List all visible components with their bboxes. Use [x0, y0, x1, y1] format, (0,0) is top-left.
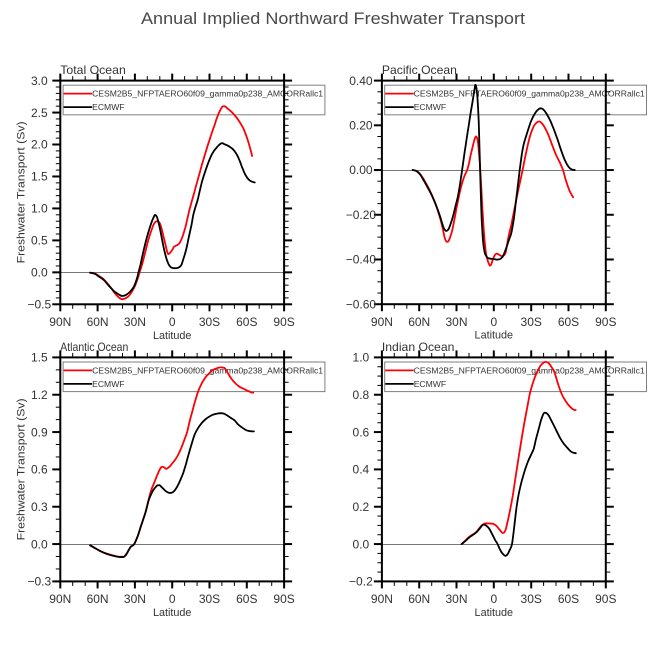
svg-text:Atlantic Ocean: Atlantic Ocean: [60, 340, 128, 354]
svg-text:30S: 30S: [521, 592, 542, 606]
svg-text:1.5: 1.5: [31, 170, 48, 184]
svg-text:60N: 60N: [87, 592, 109, 606]
svg-text:60S: 60S: [236, 315, 257, 329]
svg-text:90S: 90S: [595, 592, 616, 606]
svg-text:−0.3: −0.3: [27, 575, 51, 589]
svg-text:CESM2B5_NFPTAERO60f09_gamma0p2: CESM2B5_NFPTAERO60f09_gamma0p238_AMCORRa…: [92, 365, 323, 375]
svg-text:0.6: 0.6: [353, 425, 370, 439]
svg-text:CESM2B5_NFPTAERO60f09_gamma0p2: CESM2B5_NFPTAERO60f09_gamma0p238_AMCORRa…: [414, 365, 645, 375]
svg-text:30N: 30N: [124, 315, 146, 329]
svg-text:30N: 30N: [124, 592, 146, 606]
svg-text:1.5: 1.5: [31, 351, 48, 365]
svg-text:Indian Ocean: Indian Ocean: [382, 340, 455, 354]
svg-text:Freshwater Transport (Sv): Freshwater Transport (Sv): [16, 121, 28, 263]
svg-text:0.8: 0.8: [353, 388, 370, 402]
svg-text:90N: 90N: [49, 315, 71, 329]
svg-text:ECMWF: ECMWF: [92, 379, 124, 389]
svg-text:0.4: 0.4: [353, 463, 370, 477]
svg-text:90S: 90S: [273, 592, 294, 606]
svg-text:2.0: 2.0: [31, 138, 48, 152]
svg-text:CESM2B5_NFPTAERO60f09_gamma0p2: CESM2B5_NFPTAERO60f09_gamma0p238_AMCORRa…: [92, 89, 323, 99]
svg-text:1.2: 1.2: [31, 388, 48, 402]
svg-text:30S: 30S: [199, 315, 220, 329]
svg-text:90S: 90S: [595, 315, 616, 329]
svg-text:0.0: 0.0: [31, 266, 48, 280]
svg-text:90N: 90N: [49, 592, 71, 606]
svg-text:0.20: 0.20: [349, 119, 373, 133]
svg-text:90S: 90S: [273, 315, 294, 329]
svg-text:Freshwater Transport (Sv): Freshwater Transport (Sv): [16, 398, 28, 540]
svg-text:−0.40: −0.40: [346, 253, 377, 267]
svg-text:30S: 30S: [199, 592, 220, 606]
svg-text:0: 0: [169, 592, 176, 606]
svg-text:ECMWF: ECMWF: [414, 102, 446, 112]
svg-text:CESM2B5_NFPTAERO60f09_gamma0p2: CESM2B5_NFPTAERO60f09_gamma0p238_AMCORRa…: [414, 89, 645, 99]
svg-text:0: 0: [490, 315, 497, 329]
svg-text:0.6: 0.6: [31, 463, 48, 477]
svg-text:60S: 60S: [236, 592, 257, 606]
svg-text:−0.5: −0.5: [27, 298, 51, 312]
svg-text:60N: 60N: [87, 315, 109, 329]
svg-text:60N: 60N: [408, 315, 430, 329]
svg-text:Latitude: Latitude: [475, 330, 514, 342]
svg-text:0: 0: [490, 592, 497, 606]
svg-text:0.5: 0.5: [31, 234, 48, 248]
svg-text:0.00: 0.00: [349, 163, 373, 177]
svg-text:0.9: 0.9: [31, 425, 48, 439]
svg-text:−0.60: −0.60: [346, 297, 377, 311]
svg-text:Latitude: Latitude: [475, 607, 514, 619]
svg-text:30N: 30N: [445, 315, 467, 329]
svg-text:ECMWF: ECMWF: [414, 379, 446, 389]
svg-text:ECMWF: ECMWF: [92, 102, 124, 112]
svg-text:90N: 90N: [371, 315, 393, 329]
svg-text:1.0: 1.0: [31, 202, 48, 216]
svg-text:0.2: 0.2: [353, 500, 370, 514]
svg-text:0.3: 0.3: [31, 500, 48, 514]
svg-text:−0.20: −0.20: [346, 208, 377, 222]
svg-text:0: 0: [169, 315, 176, 329]
svg-text:Annual Implied Northward Fresh: Annual Implied Northward Freshwater Tran…: [141, 10, 525, 28]
svg-text:60S: 60S: [558, 315, 579, 329]
svg-text:Total Ocean: Total Ocean: [60, 63, 126, 77]
svg-text:0.0: 0.0: [353, 537, 370, 551]
svg-text:Latitude: Latitude: [153, 330, 192, 342]
svg-text:90N: 90N: [371, 592, 393, 606]
svg-text:60N: 60N: [408, 592, 430, 606]
svg-text:0.0: 0.0: [31, 537, 48, 551]
svg-text:2.5: 2.5: [31, 106, 48, 120]
svg-text:60S: 60S: [558, 592, 579, 606]
svg-text:−0.2: −0.2: [349, 575, 373, 589]
svg-text:0.40: 0.40: [349, 74, 373, 88]
svg-text:1.0: 1.0: [353, 351, 370, 365]
svg-text:30N: 30N: [445, 592, 467, 606]
svg-text:30S: 30S: [521, 315, 542, 329]
svg-text:Pacific Ocean: Pacific Ocean: [382, 63, 457, 77]
svg-text:Latitude: Latitude: [153, 607, 192, 619]
svg-text:3.0: 3.0: [31, 74, 48, 88]
